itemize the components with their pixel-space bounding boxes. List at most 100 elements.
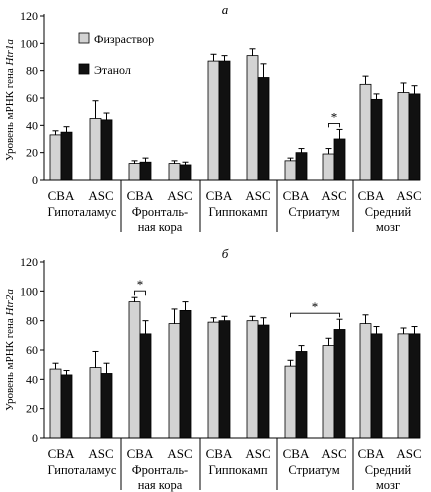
panel-b-y-tick-label: 20 [26,402,38,416]
panel-a-tick-label: ASC [396,188,421,203]
panel-b-bar-saline [284,365,297,439]
panel-b-bar-saline [359,323,372,439]
panel-b-y-tick-label: 40 [26,372,38,386]
panel-b-y-tick-label: 60 [26,343,38,357]
panel-a-tick-label: CBA [127,188,154,203]
panel-a-ylabel: Уровень мРНК гена Htr1a [4,39,16,161]
panel-b-bar-saline [89,367,102,439]
panel-b-bar-ethanol [333,329,346,439]
panel-b-y-tick-label: 120 [20,255,38,269]
panel-a-tick-label: ASC [245,188,270,203]
panel-a-bar-ethanol [257,77,270,181]
panel-a-bar-saline [168,163,181,181]
panel-a-letter: а [222,2,229,17]
panel-a-bar-ethanol [100,119,113,181]
panel-a-bar-ethanol [295,152,308,181]
panel-a-bar-ethanol [139,161,152,181]
panel-a-group-label-frontal-cortex-2: ная кора [138,220,183,234]
panel-b-bar-saline [168,323,181,439]
legend-label-saline: Физраствор [94,32,154,46]
legend: Физраствор Этанол [78,32,154,77]
panel-a-y-tick-label: 20 [26,146,38,160]
panel-b-bar-ethanol [139,333,152,439]
panel-a-y-tick-label: 120 [20,9,38,23]
panel-b-tick-label: ASC [396,446,421,461]
panel-a-bar-saline [397,92,410,181]
panel-b-significance-marker: * [137,277,144,292]
panel-a-group-label-midbrain-2: мозг [376,220,400,234]
panel-b-bar-ethanol [179,309,192,439]
panel-a-group-label-hypothalamus: Гипоталамус [48,205,117,219]
panel-a-tick-label: CBA [206,188,233,203]
panel-a-bar-saline [284,160,297,181]
panel-b-group-label-frontal-cortex-2: ная кора [138,478,183,492]
panel-a-bar-saline [359,83,372,181]
panel-b-tick-label: CBA [48,446,75,461]
panel-b-tick-label: ASC [321,446,346,461]
panel-a-bar-ethanol [218,60,231,181]
panel-a-significance-marker: * [331,109,338,124]
panel-a-group-label-frontal-cortex: Фронталь- [132,205,188,219]
legend-swatch-saline [78,32,90,44]
panel-a-y-tick-label: 80 [26,64,38,78]
panel-b-group-label-midbrain: Средний [365,463,412,477]
panel-b-bar-ethanol [257,324,270,439]
panel-b-bar-ethanol [60,374,73,439]
panel-a-y-tick-label: 0 [32,173,38,187]
panel-a-y-tick-label: 100 [20,36,38,50]
panel-a-tick-label: ASC [88,188,113,203]
panel-b-group-label-midbrain-2: мозг [376,478,400,492]
panel-b-tick-label: ASC [245,446,270,461]
panel-b-bar-saline [246,320,259,439]
panel-b-y-tick-label: 100 [20,284,38,298]
panel-b-group-label-striatum: Стриатум [288,463,339,477]
panel-b-bar-ethanol [218,320,231,439]
panel-b-letter: б [222,246,229,261]
panel-b-bar-saline [128,301,141,439]
panel-a-bar-ethanol [408,93,421,181]
panel-b-ylabel: Уровень мРНК гена Htr2a [4,289,16,411]
panel-a-bar-saline [89,118,102,181]
panel-b-bar-ethanol [100,373,113,439]
panel-a-bar-saline [322,153,335,181]
panel-a-y-tick-label: 60 [26,91,38,105]
panel-b-y-tick-label: 80 [26,314,38,328]
panel-b-group-label-hippocampus: Гиппокамп [208,463,267,477]
panel-b-significance-bracket [134,290,146,296]
panel-b-bar-ethanol [408,333,421,439]
panel-a-tick-label: ASC [167,188,192,203]
panel-b-bar-ethanol [370,333,383,439]
panel-a-tick-label: CBA [358,188,385,203]
panel-a-tick-label: CBA [48,188,75,203]
panel-a-bar-ethanol [370,98,383,181]
panel-b-group-label-frontal-cortex: Фронталь- [132,463,188,477]
panel-a-bar-saline [207,60,220,181]
panel-a-group-label-hippocampus: Гиппокамп [208,205,267,219]
panel-b-bar-ethanol [295,351,308,439]
panel-b-bar-saline [49,368,62,439]
panel-b-bar-saline [322,345,335,439]
panel-a-tick-label: ASC [321,188,346,203]
panel-a-bar-saline [246,55,259,181]
panel-b-tick-label: CBA [127,446,154,461]
panel-b-group-label-hypothalamus: Гипоталамус [48,463,117,477]
panel-b-significance-bracket [290,312,340,318]
panel-b-bar-saline [207,321,220,439]
panel-b-plot: 0 20 40 60 80 100 120 * * [20,255,421,445]
legend-label-ethanol: Этанол [94,63,131,77]
panel-a-bar-ethanol [179,164,192,181]
panel-b-tick-label: ASC [88,446,113,461]
panel-b-tick-label: ASC [167,446,192,461]
panel-a: а Уровень мРНК гена Htr1a 0 20 40 60 80 100 12… [4,2,422,234]
panel-b-tick-label: CBA [283,446,310,461]
panel-a-tick-label: CBA [283,188,310,203]
panel-b-tick-label: CBA [358,446,385,461]
panel-a-group-label-midbrain: Средний [365,205,412,219]
panel-a-plot: 0 20 40 60 80 100 120 * [20,9,421,187]
panel-a-significance-bracket [328,122,340,128]
panel-a-bar-saline [49,134,62,181]
panel-b-y-tick-label: 0 [32,431,38,445]
legend-swatch-ethanol [78,63,90,75]
panel-b: б Уровень мРНК гена Htr2a 0 20 40 60 80 100 12… [4,246,422,492]
